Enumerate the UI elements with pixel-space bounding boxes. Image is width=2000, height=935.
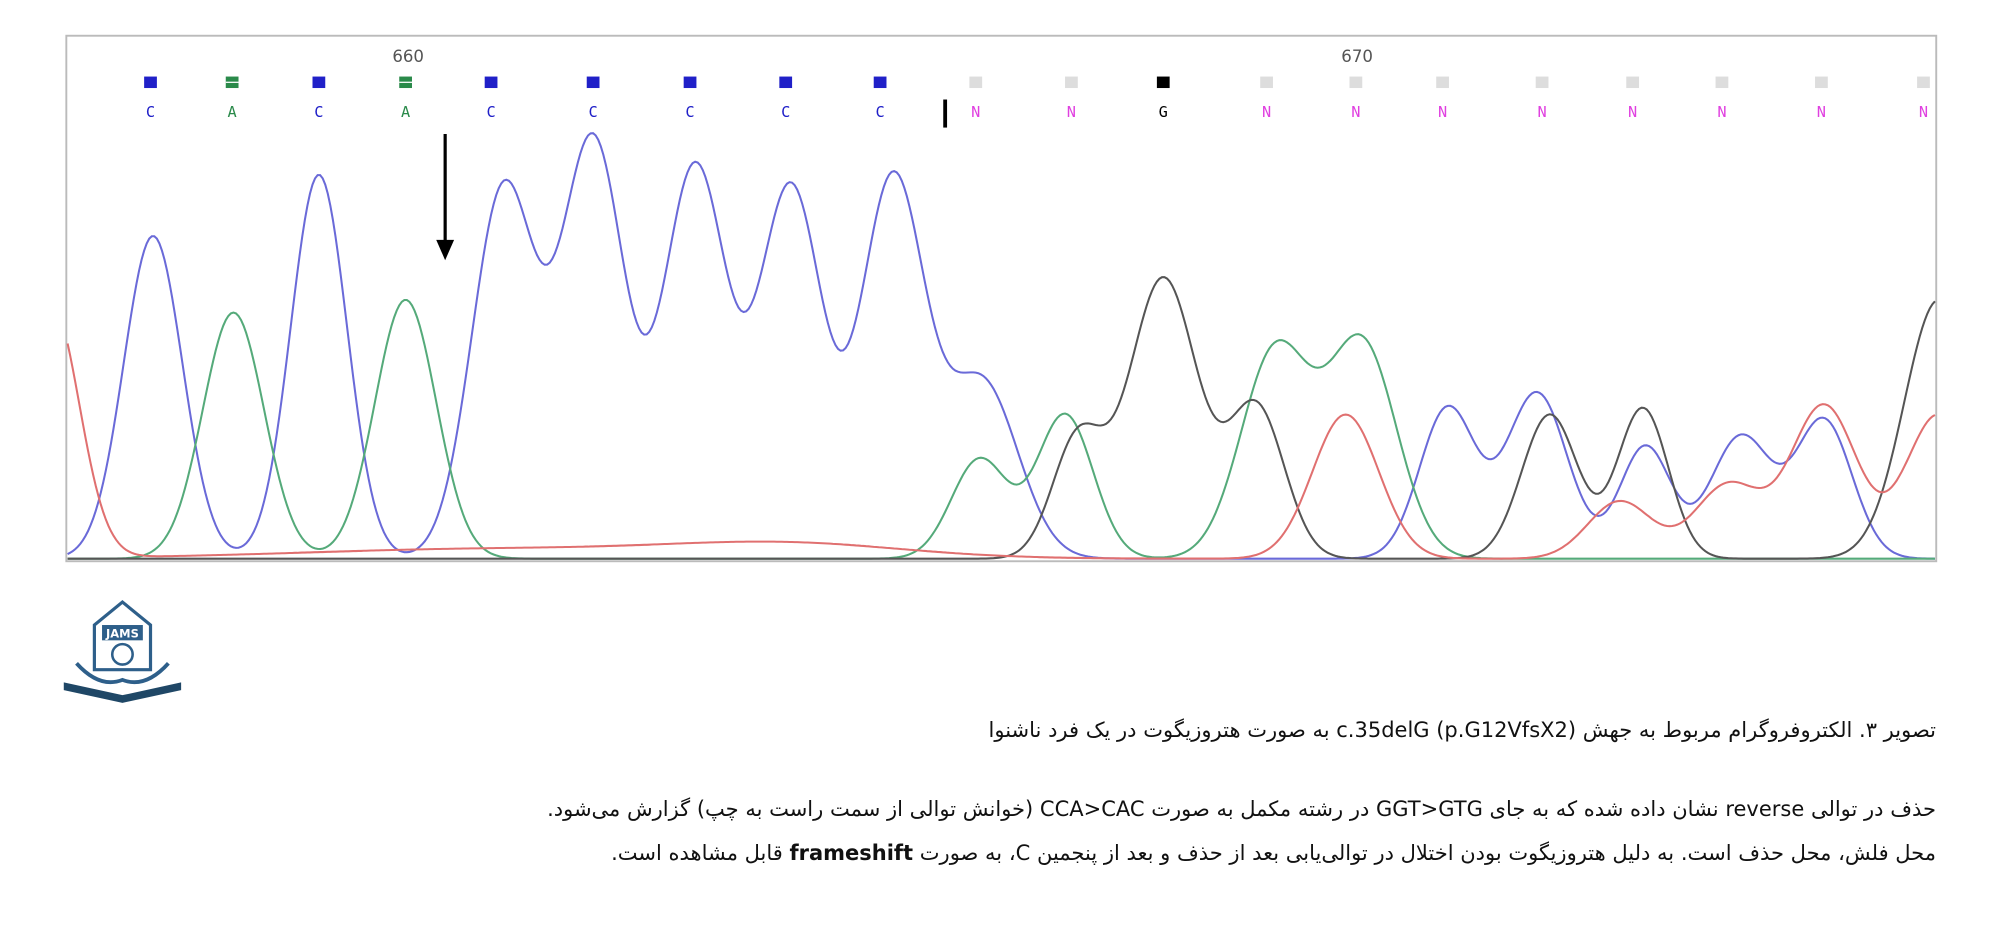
call-square <box>683 76 697 89</box>
call-square <box>1715 76 1729 89</box>
base-call: A <box>228 103 237 121</box>
base-call: N <box>1817 103 1826 121</box>
arrow-head <box>436 239 455 261</box>
logo-text: JAMS <box>105 626 139 640</box>
base-call: A <box>401 103 410 121</box>
position-label: 660 <box>392 47 424 66</box>
position-label: 670 <box>1341 47 1373 66</box>
text: محل فلش، محل حذف است. به دلیل هتروزیگوت … <box>913 841 1936 865</box>
base-call: N <box>1438 103 1447 121</box>
call-square <box>1349 76 1363 89</box>
base-call: C <box>589 103 598 121</box>
logo: JAMS <box>63 600 182 703</box>
call-square <box>1815 76 1828 89</box>
call-square <box>1065 76 1078 89</box>
call-square <box>1156 76 1170 89</box>
call-square <box>1917 76 1930 89</box>
base-call: G <box>1159 103 1168 121</box>
call-square <box>144 76 157 89</box>
call-square <box>586 76 600 89</box>
text: قابل مشاهده است. <box>611 841 790 865</box>
chromatogram-frame <box>65 34 1938 563</box>
base-call: N <box>1537 103 1546 121</box>
logo-banner <box>102 625 143 641</box>
base-call: N <box>1351 103 1360 121</box>
call-square <box>1260 76 1273 89</box>
trace <box>67 132 1935 560</box>
traces <box>66 132 1936 560</box>
base-call: C <box>314 103 323 121</box>
call-square <box>484 76 498 89</box>
base-call: C <box>146 103 155 121</box>
logo-wings <box>75 662 170 685</box>
logo-book <box>63 682 182 703</box>
call-square <box>1436 76 1449 89</box>
call-square <box>969 76 983 89</box>
trace <box>67 276 1936 560</box>
base-call: N <box>1919 103 1928 121</box>
paragraph-line: حذف در توالی reverse نشان داده شده که به… <box>547 797 1936 821</box>
call-square <box>1626 76 1640 89</box>
call-square <box>312 76 326 89</box>
trace <box>66 343 1936 560</box>
call-square <box>873 76 887 89</box>
base-call: C <box>685 103 694 121</box>
base-call: N <box>1067 103 1076 121</box>
base-call: C <box>486 103 495 121</box>
base-call: N <box>971 103 980 121</box>
base-call: N <box>1262 103 1271 121</box>
call-square <box>779 76 793 89</box>
base-call: C <box>875 103 884 121</box>
paragraph-line: محل فلش، محل حذف است. به دلیل هتروزیگوت … <box>56 841 1936 865</box>
logo-circle <box>110 642 134 666</box>
trace <box>67 299 1935 560</box>
base-call: N <box>1717 103 1726 121</box>
base-call: C <box>781 103 790 121</box>
caption: تصویر ۳. الکتروفروگرام مربوط به جهش c.35… <box>988 718 1936 742</box>
base-call: N <box>1628 103 1637 121</box>
call-square <box>1535 76 1549 89</box>
text-bold: frameshift <box>789 841 914 865</box>
